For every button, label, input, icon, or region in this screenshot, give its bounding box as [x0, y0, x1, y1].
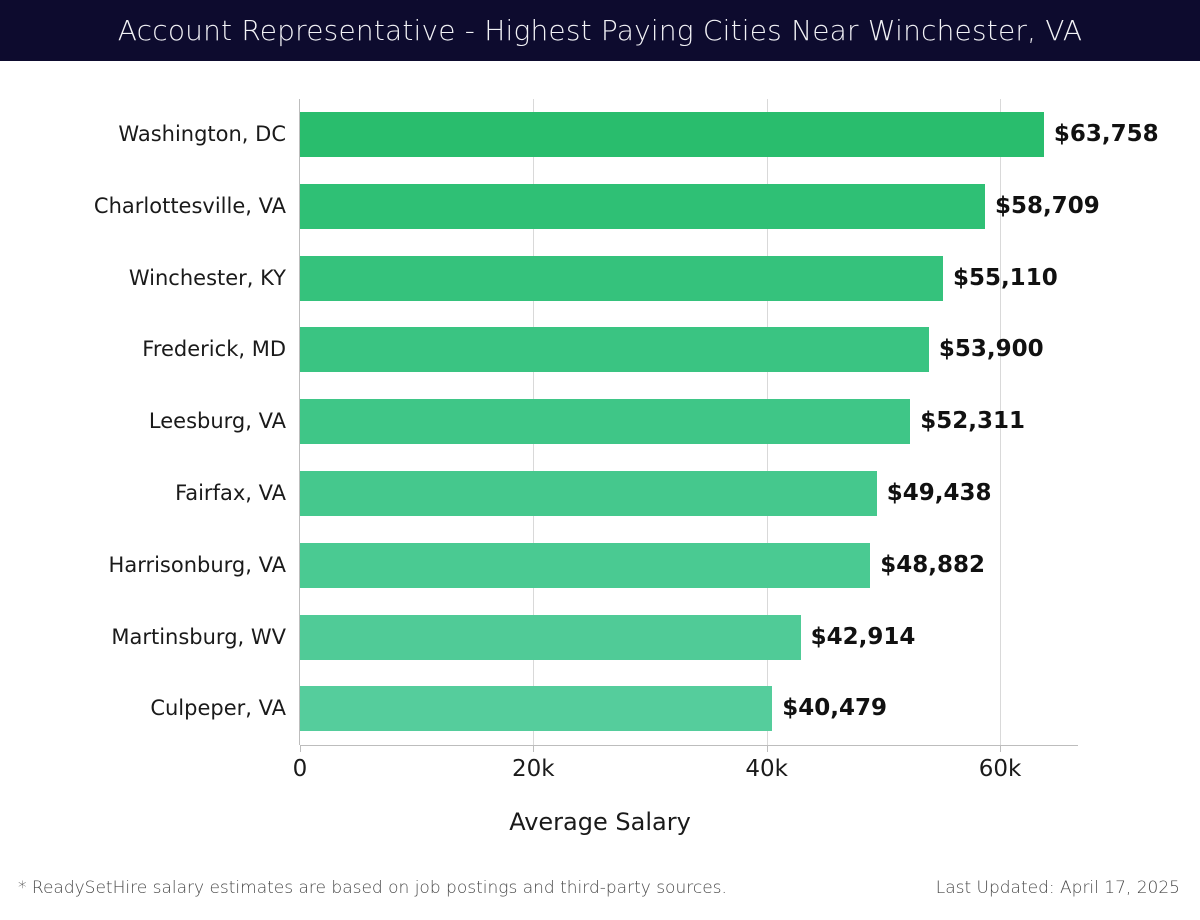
category-label: Culpeper, VA	[150, 696, 286, 721]
bar-value-label: $63,758	[1053, 121, 1159, 147]
chart-bar[interactable]	[300, 399, 911, 445]
x-axis-line	[300, 745, 1078, 746]
page-title: Account Representative - Highest Paying …	[117, 14, 1083, 47]
x-gridline	[1000, 99, 1001, 745]
chart-bar[interactable]	[300, 183, 985, 229]
bar-value-label: $48,882	[880, 551, 986, 578]
chart-bar[interactable]	[300, 614, 801, 660]
bar-value-label: $49,438	[886, 480, 992, 506]
x-axis-tick-label: 20k	[512, 756, 555, 782]
chart-bar[interactable]	[300, 112, 1044, 157]
category-label: Harrisonburg, VA	[108, 552, 286, 577]
bar-value-label: $42,914	[810, 623, 916, 650]
category-label: Fairfax, VA	[175, 481, 286, 505]
category-label: Charlottesville, VA	[93, 193, 286, 218]
bar-value-label: $58,709	[994, 192, 1100, 219]
x-axis-tick	[300, 745, 301, 752]
x-axis-tick	[533, 745, 535, 752]
x-axis-tick	[766, 745, 768, 752]
category-label: Leesburg, VA	[148, 409, 286, 434]
x-axis-tick-label: 60k	[978, 756, 1022, 782]
category-label: Frederick, MD	[142, 337, 286, 362]
bar-value-label: $40,479	[782, 695, 888, 722]
footer-last-updated: Last Updated: April 17, 2025	[935, 878, 1180, 898]
category-label: Winchester, KY	[128, 265, 286, 290]
x-axis-tick-label: 0	[292, 756, 308, 782]
x-axis-tick-label: 40k	[745, 756, 788, 782]
footer-disclaimer: * ReadySetHire salary estimates are base…	[18, 878, 727, 898]
category-label: Martinsburg, WV	[111, 624, 286, 649]
chart-header-bar: Account Representative - Highest Paying …	[0, 0, 1200, 61]
bar-value-label: $53,900	[938, 336, 1044, 363]
chart-bar[interactable]	[300, 255, 943, 301]
x-axis-title: Average Salary	[509, 808, 691, 836]
chart-bar[interactable]	[300, 542, 871, 588]
chart-bar[interactable]	[300, 327, 929, 373]
category-label: Washington, DC	[118, 122, 286, 146]
y-axis-line	[299, 99, 300, 745]
bar-value-label: $55,110	[952, 264, 1058, 291]
chart-bar[interactable]	[300, 471, 877, 516]
bar-value-label: $52,311	[920, 408, 1026, 435]
x-axis-tick	[1000, 745, 1001, 752]
chart-bar[interactable]	[300, 686, 773, 732]
